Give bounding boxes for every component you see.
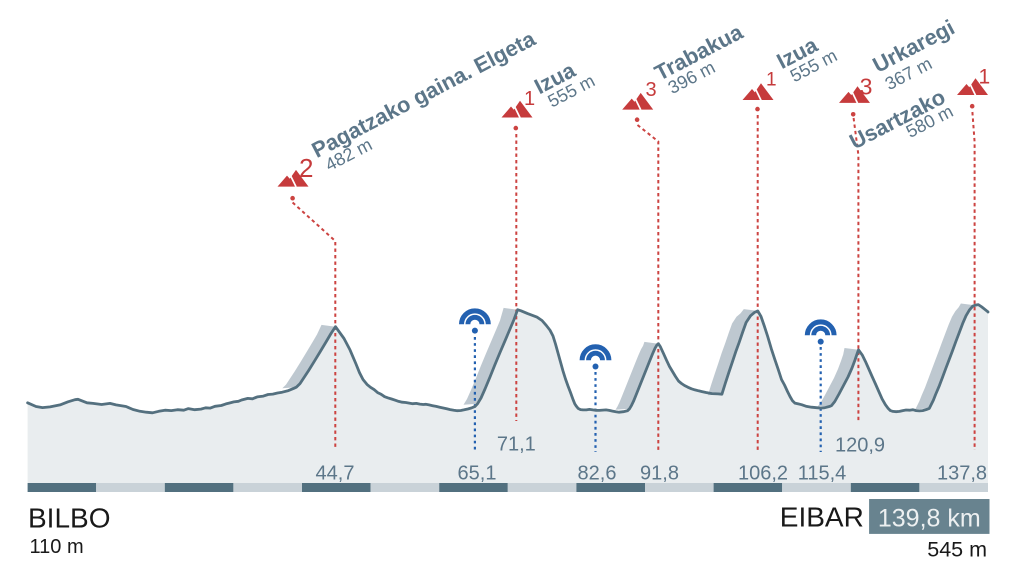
- svg-text:115,4: 115,4: [798, 462, 847, 484]
- svg-text:44,7: 44,7: [316, 462, 355, 484]
- svg-text:91,8: 91,8: [640, 462, 679, 484]
- svg-text:1: 1: [766, 70, 777, 91]
- svg-text:3: 3: [860, 73, 873, 99]
- svg-text:3: 3: [646, 79, 657, 101]
- svg-text:71,1: 71,1: [497, 433, 536, 455]
- svg-text:BILBO: BILBO: [28, 503, 110, 534]
- svg-text:139,8 km: 139,8 km: [878, 505, 981, 533]
- svg-text:545 m: 545 m: [927, 538, 987, 562]
- svg-text:EIBAR: EIBAR: [780, 502, 864, 533]
- svg-text:82,6: 82,6: [578, 462, 617, 484]
- svg-text:137,8: 137,8: [937, 462, 987, 484]
- svg-text:120,9: 120,9: [835, 434, 885, 456]
- svg-text:65,1: 65,1: [458, 462, 497, 484]
- svg-text:110 m: 110 m: [30, 536, 84, 558]
- svg-text:1: 1: [979, 66, 991, 89]
- svg-text:2: 2: [299, 153, 313, 183]
- svg-text:1: 1: [524, 88, 535, 110]
- svg-text:106,2: 106,2: [738, 462, 788, 484]
